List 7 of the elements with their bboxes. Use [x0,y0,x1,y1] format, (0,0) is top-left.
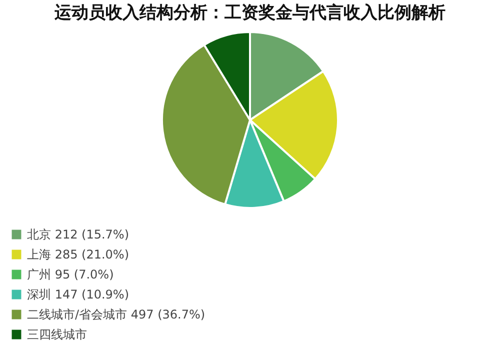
legend-label: 北京 212 (15.7%) [27,228,130,242]
legend-label: 三四线城市 [27,328,87,342]
legend-label: 二线城市/省会城市 497 (36.7%) [27,308,206,322]
chart-title: 运动员收入结构分析：工资奖金与代言收入比例解析 [54,3,446,23]
legend-label: 广州 95 (7.0%) [27,268,114,282]
legend-label: 深圳 147 (10.9%) [27,288,130,302]
legend-label: 上海 285 (21.0%) [27,248,130,262]
